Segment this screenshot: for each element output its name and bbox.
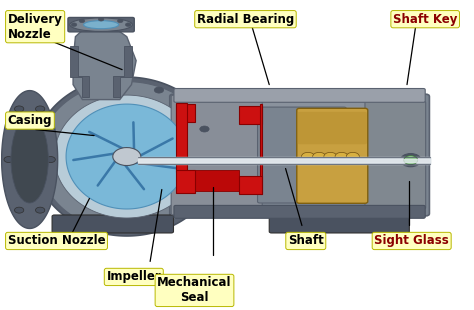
- Text: Sight Glass: Sight Glass: [374, 234, 449, 247]
- FancyBboxPatch shape: [174, 89, 425, 102]
- Text: Suction Nozzle: Suction Nozzle: [8, 234, 105, 247]
- Circle shape: [200, 181, 209, 187]
- Ellipse shape: [11, 116, 48, 203]
- Circle shape: [90, 220, 99, 226]
- Ellipse shape: [83, 21, 118, 29]
- Text: Shaft: Shaft: [288, 234, 324, 247]
- Circle shape: [154, 220, 164, 226]
- FancyBboxPatch shape: [68, 17, 134, 32]
- FancyBboxPatch shape: [174, 206, 425, 218]
- Ellipse shape: [70, 18, 132, 31]
- Circle shape: [324, 152, 337, 161]
- Text: Impeller: Impeller: [107, 270, 161, 283]
- Polygon shape: [66, 104, 188, 209]
- Polygon shape: [176, 104, 194, 122]
- Text: Delivery
Nozzle: Delivery Nozzle: [8, 13, 63, 41]
- FancyBboxPatch shape: [170, 94, 429, 216]
- Polygon shape: [176, 170, 194, 193]
- Polygon shape: [33, 77, 220, 236]
- Text: Casing: Casing: [8, 114, 52, 127]
- Text: Radial Bearing: Radial Bearing: [197, 13, 294, 26]
- Polygon shape: [73, 22, 136, 100]
- Polygon shape: [260, 104, 262, 194]
- Circle shape: [36, 106, 45, 112]
- Polygon shape: [70, 46, 90, 97]
- Circle shape: [45, 181, 54, 187]
- Circle shape: [98, 17, 104, 21]
- Text: Mechanical
Seal: Mechanical Seal: [157, 277, 232, 304]
- Polygon shape: [194, 170, 239, 191]
- Circle shape: [200, 126, 209, 132]
- FancyBboxPatch shape: [298, 112, 367, 144]
- Circle shape: [113, 148, 141, 166]
- FancyBboxPatch shape: [52, 215, 173, 233]
- Polygon shape: [113, 46, 132, 97]
- FancyBboxPatch shape: [257, 107, 346, 203]
- FancyBboxPatch shape: [176, 101, 423, 139]
- Circle shape: [15, 106, 24, 112]
- Circle shape: [346, 152, 359, 161]
- Circle shape: [126, 23, 131, 26]
- FancyBboxPatch shape: [297, 108, 368, 203]
- Polygon shape: [55, 95, 199, 218]
- Circle shape: [301, 152, 315, 161]
- Polygon shape: [239, 176, 262, 194]
- Polygon shape: [176, 103, 188, 171]
- Circle shape: [313, 152, 326, 161]
- Circle shape: [335, 152, 348, 161]
- FancyBboxPatch shape: [365, 101, 426, 209]
- FancyBboxPatch shape: [171, 95, 262, 215]
- Circle shape: [46, 157, 55, 162]
- Polygon shape: [38, 82, 216, 232]
- Circle shape: [45, 126, 54, 132]
- Circle shape: [404, 156, 418, 165]
- Text: Shaft Key: Shaft Key: [393, 13, 457, 26]
- Circle shape: [36, 207, 45, 213]
- Circle shape: [118, 19, 123, 23]
- Circle shape: [401, 153, 421, 167]
- Circle shape: [71, 23, 77, 26]
- Circle shape: [15, 207, 24, 213]
- FancyBboxPatch shape: [269, 215, 410, 233]
- Polygon shape: [1, 91, 58, 228]
- Circle shape: [90, 87, 99, 93]
- Circle shape: [4, 157, 13, 162]
- Circle shape: [154, 87, 164, 93]
- Circle shape: [79, 19, 85, 23]
- Polygon shape: [239, 106, 262, 124]
